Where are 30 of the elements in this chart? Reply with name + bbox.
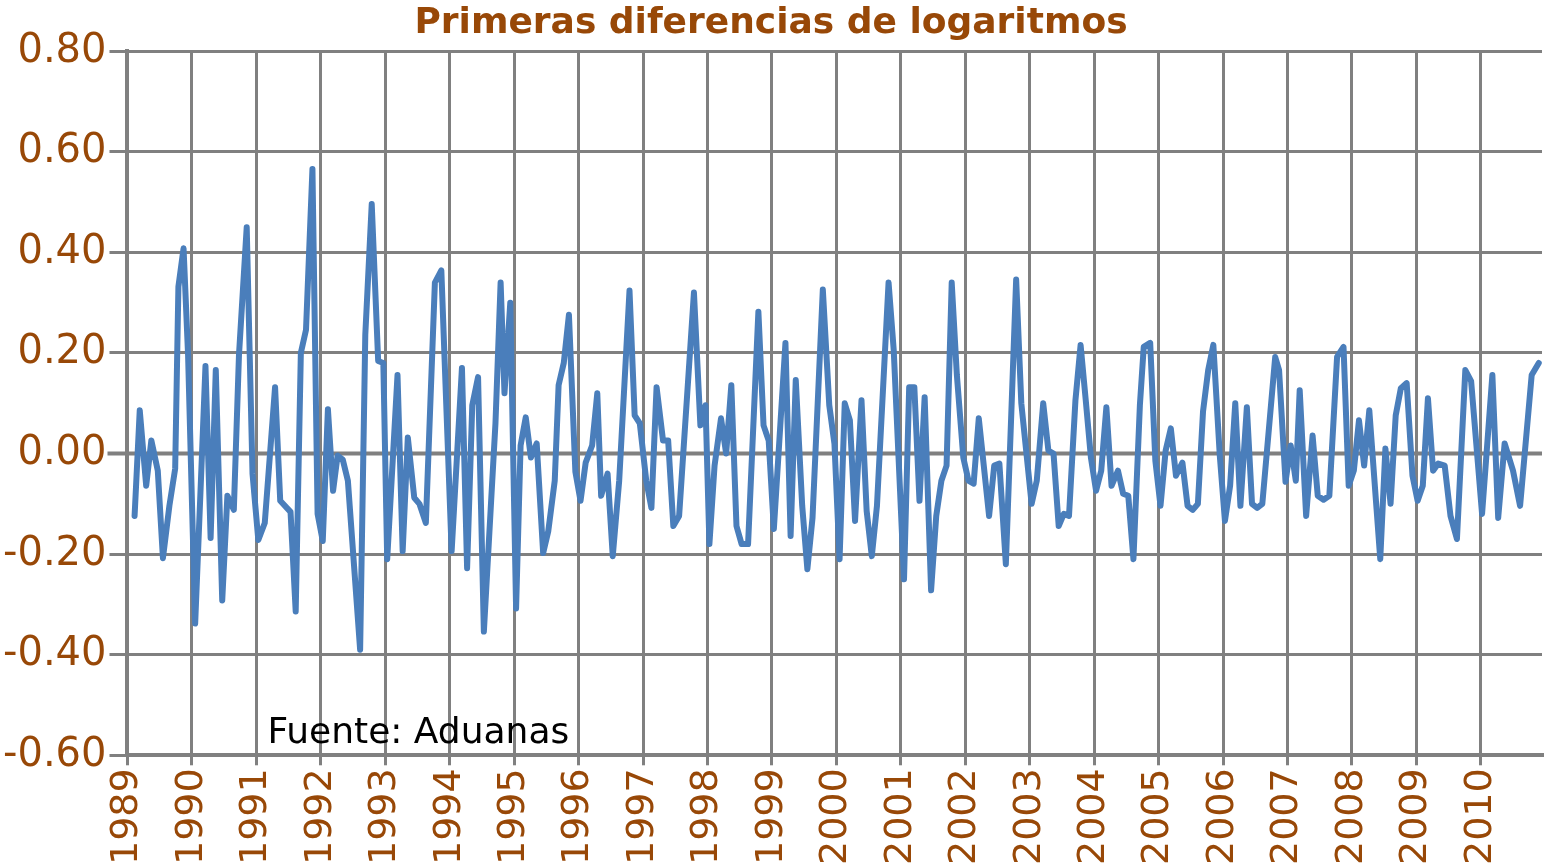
y-tick-label: 0.20 <box>17 326 107 373</box>
x-tick-label: 2010 <box>1455 768 1500 866</box>
y-tick-label: -0.20 <box>3 527 107 574</box>
x-tick-label: 1996 <box>553 768 598 866</box>
y-tick-label: -0.40 <box>3 628 107 675</box>
x-tick-label: 2009 <box>1391 768 1436 866</box>
x-tick-label: 1992 <box>295 768 340 866</box>
chart-title: Primeras diferencias de logaritmos <box>414 0 1128 41</box>
y-tick-label: 0.40 <box>17 225 107 272</box>
x-tick-label: 1998 <box>682 768 727 866</box>
x-tick-label: 1991 <box>231 768 276 866</box>
x-tick-label: 1999 <box>746 768 791 866</box>
x-tick-label: 2002 <box>940 768 985 866</box>
y-tick-label: 0.00 <box>17 426 107 473</box>
x-tick-label: 2004 <box>1069 768 1113 866</box>
x-tick-label: 1990 <box>166 768 211 866</box>
y-tick-label: 0.80 <box>17 24 107 71</box>
x-tick-label: 1995 <box>489 768 534 866</box>
x-tick-label: 2007 <box>1262 768 1307 866</box>
x-tick-label: 2003 <box>1004 768 1049 866</box>
x-tick-label: 2008 <box>1326 768 1371 866</box>
annotation: Fuente: Aduanas <box>267 709 570 751</box>
x-tick-label: 2006 <box>1197 768 1242 866</box>
x-tick-label: 2005 <box>1133 768 1178 866</box>
y-tick-label: 0.60 <box>17 125 107 172</box>
x-tick-label: 2001 <box>875 768 920 866</box>
x-tick-label: 1993 <box>360 768 405 866</box>
x-tick-label: 2000 <box>811 768 856 866</box>
x-tick-label: 1994 <box>424 768 469 866</box>
x-tick-label: 1997 <box>617 768 662 866</box>
